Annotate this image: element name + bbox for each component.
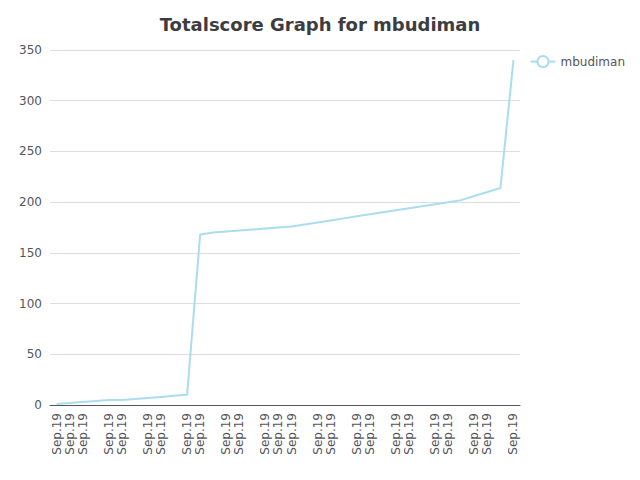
svg-text:0: 0 xyxy=(34,398,42,412)
svg-text:50: 50 xyxy=(27,347,42,361)
svg-text:mbudiman: mbudiman xyxy=(560,55,625,69)
svg-text:Sep.19: Sep.19 xyxy=(50,413,64,455)
svg-text:Sep.19: Sep.19 xyxy=(115,413,129,455)
svg-text:100: 100 xyxy=(19,297,42,311)
svg-text:Sep.19: Sep.19 xyxy=(141,413,155,455)
svg-text:Sep.19: Sep.19 xyxy=(76,413,90,455)
svg-text:Sep.19: Sep.19 xyxy=(102,413,116,455)
svg-text:Sep.19: Sep.19 xyxy=(271,413,285,455)
svg-text:Sep.19: Sep.19 xyxy=(232,413,246,455)
svg-text:Sep.19: Sep.19 xyxy=(63,413,77,455)
svg-text:200: 200 xyxy=(19,195,42,209)
svg-text:Sep.19: Sep.19 xyxy=(506,413,520,455)
svg-text:150: 150 xyxy=(19,246,42,260)
svg-text:Sep.19: Sep.19 xyxy=(480,413,494,455)
svg-text:Sep.19: Sep.19 xyxy=(402,413,416,455)
svg-text:Sep.19: Sep.19 xyxy=(219,413,233,455)
svg-text:Sep.19: Sep.19 xyxy=(193,413,207,455)
svg-text:350: 350 xyxy=(19,43,42,57)
svg-text:Sep.19: Sep.19 xyxy=(180,413,194,455)
svg-text:Sep.19: Sep.19 xyxy=(441,413,455,455)
svg-text:Sep.19: Sep.19 xyxy=(389,413,403,455)
svg-text:250: 250 xyxy=(19,144,42,158)
svg-text:Sep.19: Sep.19 xyxy=(154,413,168,455)
svg-text:Sep.19: Sep.19 xyxy=(467,413,481,455)
svg-text:Sep.19: Sep.19 xyxy=(363,413,377,455)
svg-text:300: 300 xyxy=(19,94,42,108)
svg-text:Totalscore Graph for mbudiman: Totalscore Graph for mbudiman xyxy=(160,14,481,35)
svg-text:Sep.19: Sep.19 xyxy=(285,413,299,455)
svg-text:Sep.19: Sep.19 xyxy=(324,413,338,455)
svg-text:Sep.19: Sep.19 xyxy=(258,413,272,455)
svg-text:Sep.19: Sep.19 xyxy=(311,413,325,455)
svg-text:Sep.19: Sep.19 xyxy=(428,413,442,455)
svg-text:Sep.19: Sep.19 xyxy=(350,413,364,455)
